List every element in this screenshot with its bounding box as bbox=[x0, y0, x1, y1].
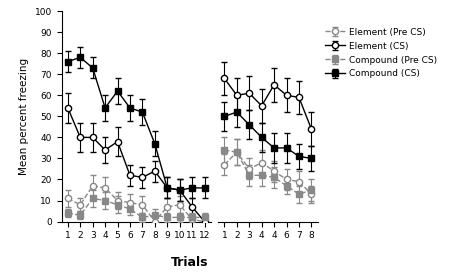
Y-axis label: Mean percent freezing: Mean percent freezing bbox=[19, 58, 29, 175]
Text: Trials: Trials bbox=[171, 256, 209, 269]
Legend: Element (Pre CS), Element (CS), Compound (Pre CS), Compound (CS): Element (Pre CS), Element (CS), Compound… bbox=[325, 27, 438, 79]
